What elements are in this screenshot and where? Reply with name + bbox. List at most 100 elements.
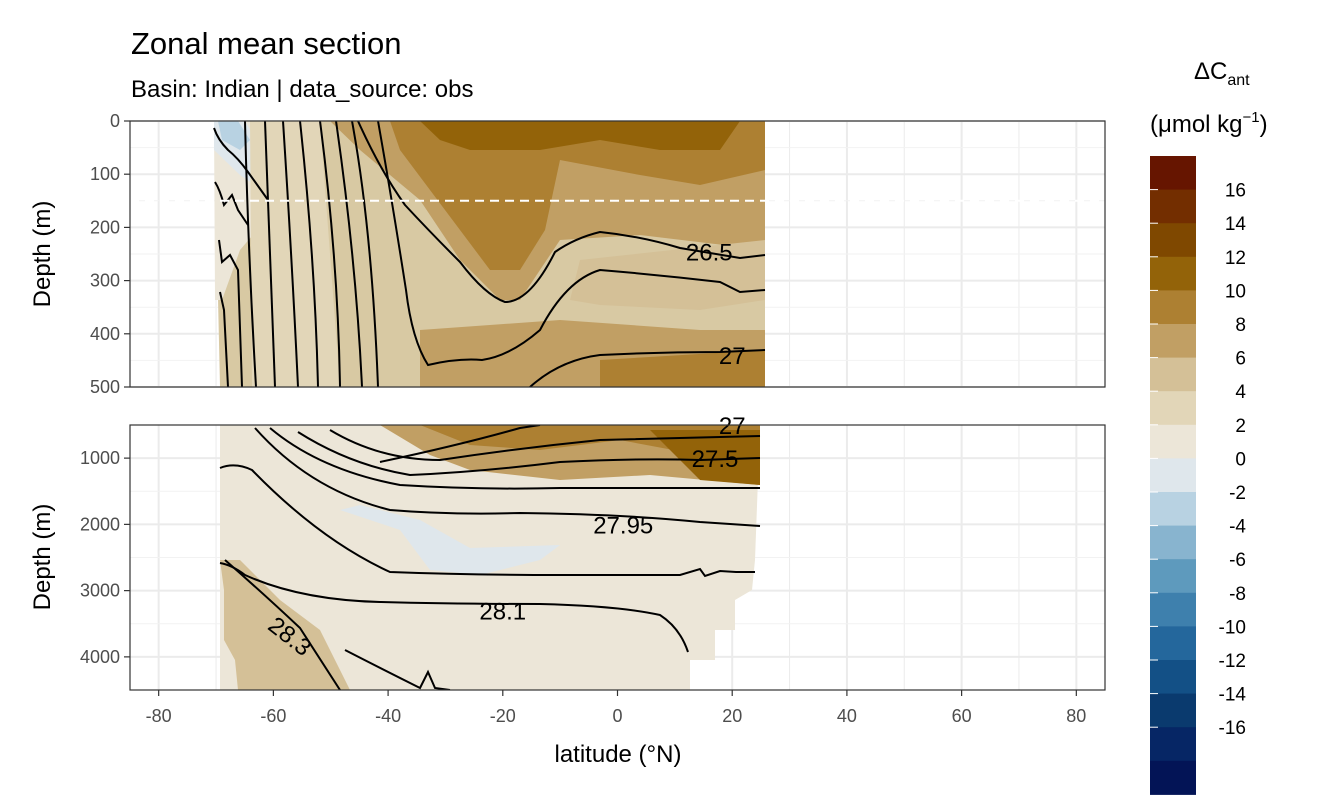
- y-tick-label: 2000: [80, 514, 120, 534]
- isopycnal-line: [297, 431, 761, 477]
- upper-isopycnals: [213, 121, 766, 387]
- colorbar-swatch: [1150, 391, 1196, 426]
- colorbar-swatch: [1150, 458, 1196, 493]
- x-tick-label: 80: [1066, 706, 1086, 726]
- upper-field-deep-core: [600, 350, 765, 387]
- y-tick-label: 400: [90, 324, 120, 344]
- colorbar-swatch: [1150, 492, 1196, 527]
- colorbar-label: 8: [1235, 315, 1246, 336]
- y-tick-label: 200: [90, 217, 120, 237]
- isopycnal-line: [529, 349, 766, 387]
- legend-unit: (μmol kg−1): [1150, 109, 1268, 138]
- upper-contour-labels: 26.5 27: [686, 239, 746, 370]
- contour-label: 27.95: [593, 512, 653, 539]
- colorbar-swatch: [1150, 357, 1196, 392]
- isopycnal-line: [264, 121, 276, 387]
- colorbar-swatch: [1150, 189, 1196, 224]
- isopycnal-line: [213, 127, 269, 201]
- lower-field-negative-patch: [340, 505, 560, 575]
- colorbar-label: 16: [1225, 181, 1246, 202]
- chart-title: Zonal mean section: [131, 26, 402, 61]
- isopycnal-line: [329, 429, 761, 462]
- chart-subtitle: Basin: Indian | data_source: obs: [131, 76, 474, 103]
- y-tick-label: 3000: [80, 581, 120, 601]
- lower-isopycnals: [219, 425, 761, 690]
- isopycnal-line: [269, 427, 760, 490]
- upper-panel-border: [129, 120, 1106, 388]
- isopycnal-line: [214, 181, 249, 226]
- x-tick-label: -80: [146, 706, 172, 726]
- isopycnal-line: [219, 291, 229, 387]
- upper-field-max-band: [420, 121, 740, 150]
- contour-label: 27.5: [692, 446, 739, 473]
- x-axis: -80 -60 -40 -20 0 20 40 60 80: [146, 690, 1086, 726]
- isopycnal-line: [377, 121, 766, 367]
- x-tick-label: 60: [952, 706, 972, 726]
- isopycnal-line: [351, 121, 379, 387]
- lower-y-axis: 1000 2000 3000 4000: [80, 448, 130, 667]
- colorbar-swatch: [1150, 727, 1196, 762]
- isopycnal-line: [319, 121, 341, 387]
- y-axis-title-upper: Depth (m): [29, 201, 56, 308]
- colorbar-swatch: [1150, 660, 1196, 695]
- y-tick-label: 500: [90, 377, 120, 397]
- colorbar-swatch: [1150, 760, 1196, 795]
- colorbar-swatch: [1150, 559, 1196, 594]
- colorbar-swatch: [1150, 256, 1196, 291]
- x-tick-label: 40: [837, 706, 857, 726]
- upper-y-axis: 0 100 200 300 400 500: [90, 111, 130, 397]
- colorbar-swatch: [1150, 324, 1196, 359]
- isopycnal-line: [218, 239, 243, 387]
- colorbar-label: 14: [1225, 214, 1247, 235]
- upper-field-negative-core: [218, 121, 250, 150]
- upper-panel-field: [214, 121, 765, 387]
- colorbar-label: 0: [1235, 449, 1246, 470]
- colorbar-swatch: [1150, 525, 1196, 560]
- isopycnal-line: [299, 121, 319, 387]
- colorbar-label: -6: [1229, 550, 1246, 571]
- contour-label: 27: [719, 343, 746, 370]
- colorbar-swatch: [1150, 223, 1196, 258]
- colorbar-swatch: [1150, 693, 1196, 728]
- lower-field-deep-band: [220, 560, 350, 690]
- upper-field-strong-band: [390, 121, 765, 270]
- x-tick-label: -40: [375, 706, 401, 726]
- colorbar-label: 6: [1235, 349, 1246, 370]
- isopycnal-line: [254, 427, 761, 527]
- colorbar-swatch: [1150, 592, 1196, 627]
- contour-label: 27: [719, 413, 746, 440]
- colorbar-label: -10: [1219, 617, 1246, 638]
- x-tick-label: 0: [612, 706, 622, 726]
- colorbar-label: -4: [1229, 517, 1246, 538]
- isopycnal-line: [344, 649, 451, 690]
- x-axis-title: latitude (°N): [555, 741, 682, 768]
- colorbar-swatch: [1150, 156, 1196, 191]
- colorbar: [1150, 156, 1196, 795]
- colorbar-label: -14: [1219, 685, 1247, 706]
- colorbar-label: -2: [1229, 483, 1246, 504]
- colorbar-label: -16: [1219, 718, 1246, 739]
- colorbar-label: 12: [1225, 248, 1246, 269]
- isopycnal-line: [282, 121, 299, 387]
- lower-field-max-band: [650, 430, 760, 485]
- x-tick-label: -60: [260, 706, 286, 726]
- contour-label: 28.1: [479, 599, 526, 626]
- isopycnal-line: [219, 562, 689, 653]
- isopycnal-line: [357, 121, 766, 304]
- colorbar-label: 10: [1225, 281, 1246, 302]
- isopycnal-line: [219, 464, 755, 578]
- colorbar-label: -8: [1229, 584, 1246, 605]
- y-tick-label: 4000: [80, 647, 120, 667]
- x-tick-label: -20: [490, 706, 516, 726]
- isopycnal-line: [335, 121, 363, 387]
- upper-field-light-patch: [570, 240, 765, 310]
- isopycnal-line: [379, 425, 541, 463]
- colorbar-swatch: [1150, 626, 1196, 661]
- y-tick-label: 100: [90, 164, 120, 184]
- colorbar-swatch: [1150, 424, 1196, 459]
- colorbar-label: 2: [1235, 416, 1246, 437]
- y-tick-label: 300: [90, 271, 120, 291]
- y-axis-title-lower: Depth (m): [29, 504, 56, 611]
- y-tick-label: 0: [110, 111, 120, 131]
